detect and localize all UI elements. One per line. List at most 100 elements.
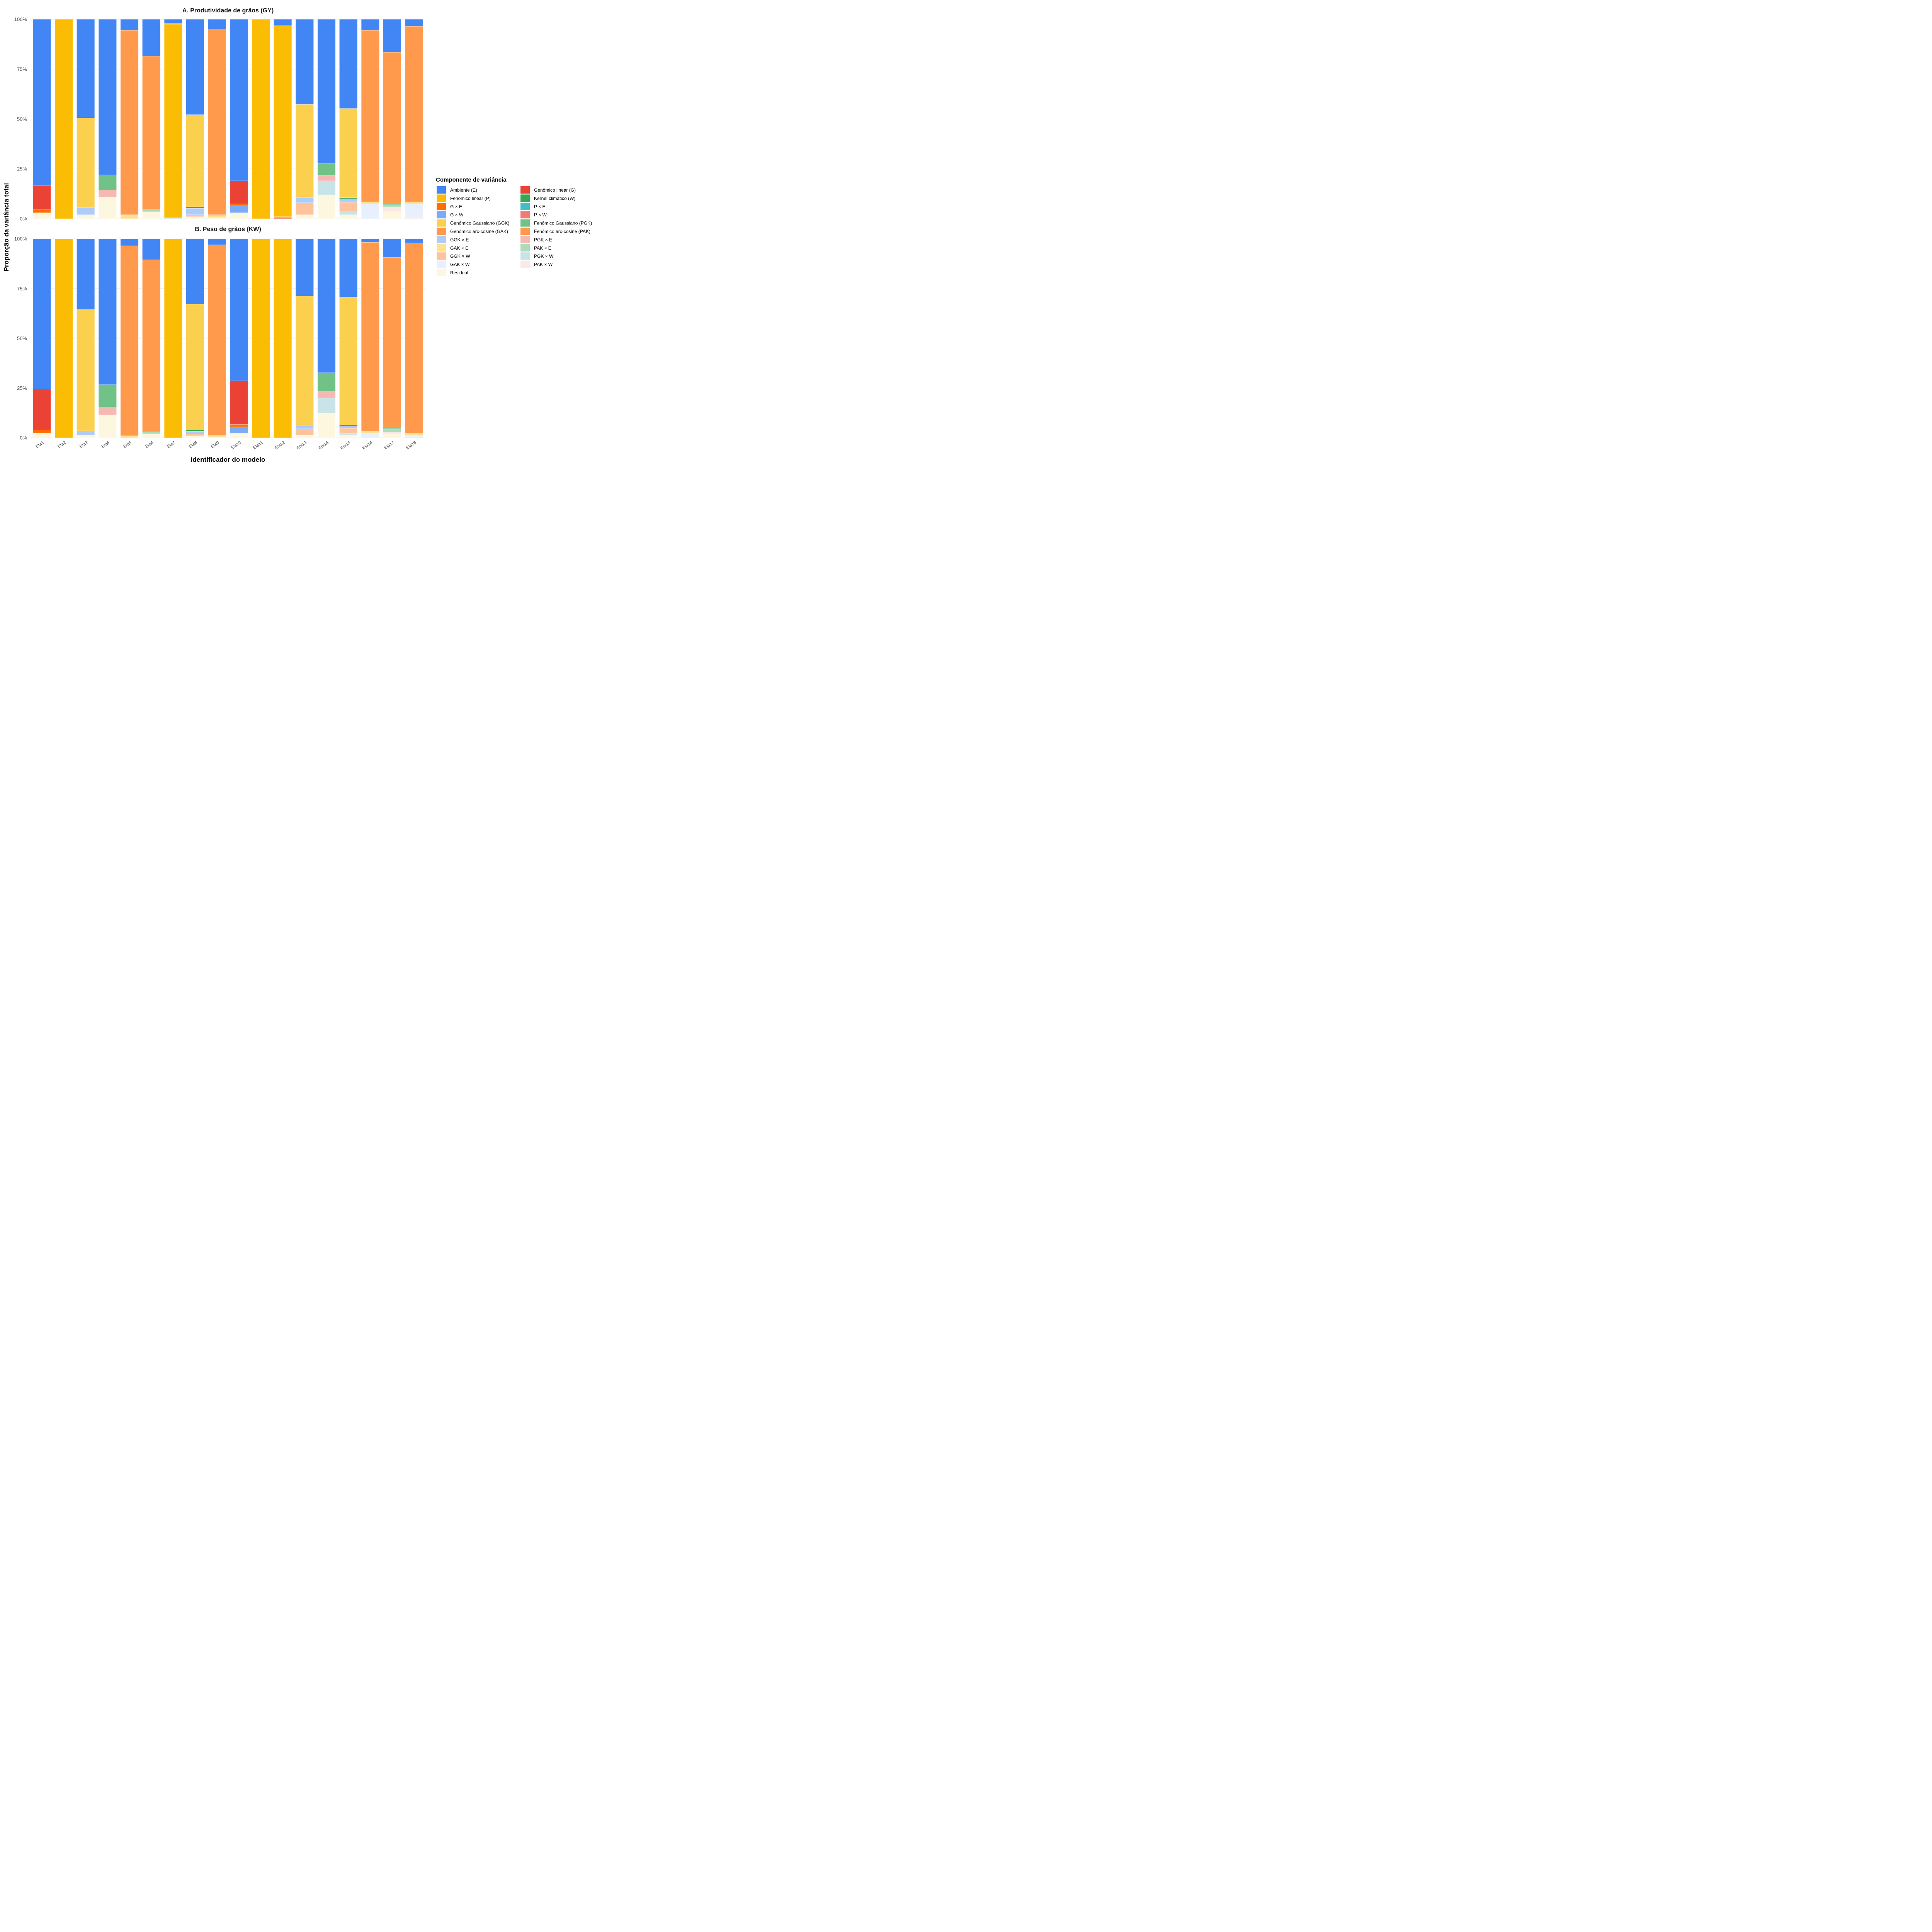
bar-segment: [98, 19, 117, 175]
bar-segment: [317, 398, 336, 413]
bar-segment: [186, 114, 204, 207]
legend-label: Fenômico linear (P): [450, 196, 491, 201]
legend-swatch: [437, 194, 446, 202]
bar-segment: [361, 432, 379, 438]
legend-swatch: [437, 202, 446, 210]
bar-segment: [142, 238, 161, 260]
bar-segment: [405, 26, 423, 202]
legend-label: GGK × E: [450, 237, 469, 242]
legend-label: G × E: [450, 204, 462, 209]
bar-segment: [383, 52, 401, 204]
bar-segment: [142, 56, 161, 210]
bar-segment: [339, 197, 358, 199]
bar-segment: [230, 381, 248, 425]
x-tick-label: Eta10: [230, 440, 242, 451]
bar-segment: [383, 211, 401, 219]
bar-segment: [164, 238, 182, 438]
bar-segment: [383, 204, 401, 205]
bar-segment: [164, 24, 182, 218]
x-tick-label: Eta15: [340, 440, 351, 451]
x-tick-label: Eta9: [210, 440, 220, 449]
bar-segment: [186, 304, 204, 430]
legend-label: Residual: [450, 270, 468, 276]
legend: Componente de variância Ambiente (E) Fenô…: [436, 177, 592, 276]
bar-segment: [361, 30, 379, 202]
x-tick-label: Eta17: [383, 440, 395, 451]
x-tick-label: Eta2: [57, 440, 66, 449]
y-tick-label: 50%: [17, 335, 27, 341]
x-tick-label: Eta11: [252, 440, 264, 451]
bar-segment: [405, 433, 423, 435]
bar-segment: [230, 180, 248, 204]
y-tick-label: 0%: [20, 216, 27, 222]
legend-swatch: [520, 236, 530, 243]
panel-title: A. Produtividade de grãos (GY): [182, 7, 274, 14]
bar-segment: [77, 435, 95, 438]
x-tick-label: Eta12: [274, 440, 286, 451]
bar-segment: [317, 391, 336, 398]
bar-segment: [339, 297, 358, 425]
bar-segment: [208, 214, 226, 216]
bar-segment: [274, 26, 292, 217]
x-tick-label: Eta5: [122, 440, 132, 449]
bar-segment: [317, 180, 336, 195]
bar-segment: [142, 19, 161, 56]
bar-segment: [274, 217, 292, 219]
legend-label: Fenômico Gaussiano (PGK): [534, 221, 592, 226]
bar-segment: [186, 430, 204, 432]
bar-segment: [164, 218, 182, 219]
bar-segment: [208, 435, 226, 437]
bar-segment: [230, 427, 248, 433]
bar-segment: [164, 23, 182, 25]
bar-segment: [77, 309, 95, 431]
bar-segment: [77, 238, 95, 310]
bar-segment: [98, 189, 117, 197]
bar-segment: [186, 435, 204, 438]
bar-segment: [339, 214, 358, 219]
x-tick-labels: Eta1 Eta2 Eta3 Eta4 Eta5 Eta6 Eta7 Eta8 Eta9 Eta1…: [35, 440, 417, 451]
x-tick-label: Eta14: [318, 440, 329, 451]
bar-segment: [120, 238, 139, 246]
bar-segment: [98, 175, 117, 190]
bar-segment: [186, 214, 204, 217]
legend-swatch: [520, 244, 530, 252]
y-tick-label: 100%: [14, 17, 27, 22]
bar-segment: [317, 175, 336, 181]
bar-segment: [208, 245, 226, 435]
bar-segment: [208, 238, 226, 245]
bar-segment: [77, 118, 95, 208]
bar-segment: [32, 213, 51, 219]
legend-swatch: [437, 244, 446, 252]
legend-swatch: [520, 194, 530, 202]
y-tick-label: 0%: [20, 435, 27, 441]
bar-segment: [164, 19, 182, 24]
legend-swatch: [520, 252, 530, 260]
bar-segment: [230, 238, 248, 381]
bar-segment: [383, 434, 401, 438]
legend-swatch: [437, 186, 446, 194]
bar-segment: [186, 238, 204, 304]
legend-label: Genômico Gaussiano (GGK): [450, 221, 509, 226]
bar-segment: [361, 19, 379, 31]
bar-segment: [252, 238, 270, 438]
bar-segment: [383, 204, 401, 207]
legend-label: GAK × E: [450, 245, 468, 251]
bar-segment: [208, 216, 226, 218]
legend-swatch: [437, 211, 446, 219]
legend-swatch: [520, 228, 530, 235]
bar-segment: [120, 245, 139, 436]
bar-segment: [274, 216, 292, 218]
bar-segment: [339, 428, 358, 434]
bar-segment: [32, 432, 51, 438]
legend-label: Genômico linear (G): [534, 187, 576, 193]
bar-segment: [186, 208, 204, 215]
bar-segment: [274, 25, 292, 26]
bar-segment: [405, 204, 423, 218]
bar-segment: [317, 194, 336, 219]
bar-segment: [208, 218, 226, 219]
bar-segment: [186, 431, 204, 434]
legend-label: PGK × W: [534, 253, 554, 259]
bar-segment: [361, 204, 379, 219]
legend-swatch: [520, 186, 530, 194]
bar-segment: [295, 435, 314, 438]
